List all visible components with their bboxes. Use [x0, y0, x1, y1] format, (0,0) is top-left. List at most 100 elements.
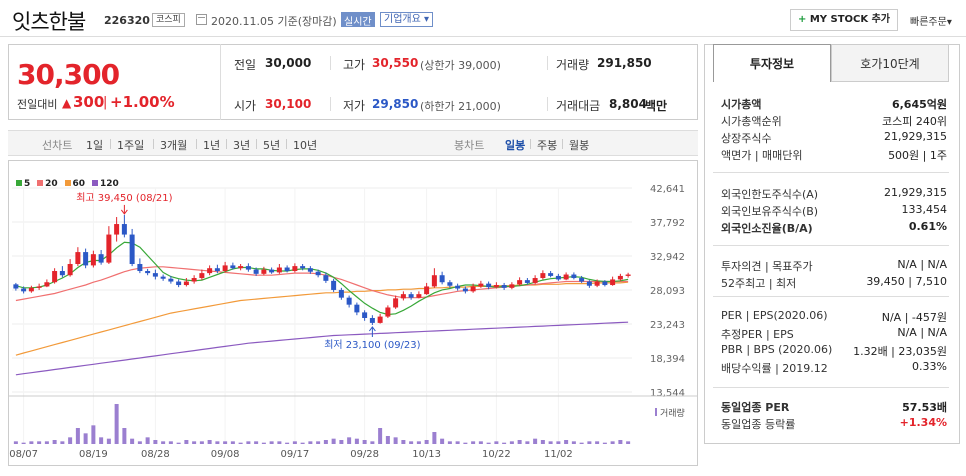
volume-bar — [339, 440, 344, 444]
candle-body — [168, 278, 174, 282]
change-separator: | — [103, 95, 108, 110]
invest-row: PER | EPS(2020.06) N/A | -457원 — [721, 309, 947, 324]
open-value: 30,100 — [265, 97, 312, 111]
volume-bar — [199, 441, 204, 444]
y-tick-label: 28,093 — [650, 286, 685, 297]
line-chart-label: 선차트 — [42, 139, 73, 152]
invest-row: 외국인소진율(B/A) 0.61% — [721, 220, 947, 235]
volume-bar — [610, 441, 615, 444]
period-3m[interactable]: 3개월 — [160, 139, 188, 152]
period-1d[interactable]: 1일 — [86, 139, 104, 152]
volume-bar — [602, 442, 607, 444]
candle — [416, 291, 422, 299]
invest-key: 외국인한도주식수(A) — [721, 188, 819, 201]
period-10y[interactable]: 10년 — [293, 139, 318, 152]
quote-divider — [330, 97, 331, 111]
volume-bar — [99, 437, 104, 444]
candle-body — [129, 234, 135, 265]
volume-bar — [230, 441, 235, 444]
candle — [307, 266, 313, 274]
candle — [168, 275, 174, 284]
invest-value: 0.33% — [912, 360, 947, 373]
invest-value: 21,929,315 — [884, 130, 947, 143]
ma120-swatch — [91, 180, 98, 186]
tab-orderbook[interactable]: 호가10단계 — [831, 44, 949, 82]
company-overview-label: 기업개요 — [384, 14, 421, 25]
candle-body — [354, 304, 360, 313]
candle-body — [470, 286, 476, 292]
period-1y[interactable]: 1년 — [203, 139, 221, 152]
prev-close-value: 30,000 — [265, 56, 312, 70]
period-5y[interactable]: 5년 — [263, 139, 281, 152]
invest-key: 액면가 | 매매단위 — [721, 149, 803, 162]
ma5-line — [15, 241, 629, 316]
chart-legend: 5 20 60 120 — [16, 179, 123, 189]
candle-body — [28, 287, 34, 292]
candle-daily[interactable]: 일봉 — [505, 139, 526, 152]
candle — [501, 282, 507, 290]
candle — [338, 287, 344, 300]
candle — [292, 263, 298, 273]
period-3y[interactable]: 3년 — [233, 139, 251, 152]
volume-bar — [401, 440, 406, 444]
change-label: 전일대비 — [17, 98, 58, 111]
candle-monthly[interactable]: 월봉 — [569, 139, 590, 152]
candle-body — [532, 278, 538, 283]
company-overview-dropdown[interactable]: 기업개요 ▾ — [380, 12, 434, 27]
candle — [183, 278, 189, 287]
candle-body — [610, 279, 616, 286]
volume-bar — [579, 442, 584, 444]
candle-body — [191, 278, 197, 282]
volume-bar — [83, 433, 88, 444]
chart-axes: 42,641 37,792 32,942 28,093 23,243 18,394 13,5… — [8, 160, 698, 466]
candle — [424, 282, 430, 295]
candle-body — [59, 271, 65, 276]
invest-row: 52주최고 | 최저 39,450 | 7,510 — [721, 275, 947, 290]
x-tick-label: 08/28 — [141, 449, 170, 460]
candle-body — [44, 282, 50, 287]
candle-weekly[interactable]: 주봉 — [537, 139, 558, 152]
quick-order-button[interactable]: 빠른주문▾ — [910, 13, 952, 28]
candle — [276, 264, 282, 274]
realtime-button[interactable]: 실시간 — [341, 12, 375, 28]
candle-body — [83, 252, 89, 266]
candle — [75, 247, 81, 267]
candle — [214, 264, 220, 274]
candle-body — [540, 273, 546, 279]
tab-invest-info[interactable]: 투자정보 — [713, 44, 831, 82]
amount-unit: 백만 — [645, 99, 668, 113]
quick-order-label: 빠른주문 — [910, 17, 947, 28]
volume-bar — [44, 441, 49, 444]
invest-value: 500원 | 1주 — [888, 149, 947, 162]
add-mystock-button[interactable]: + MY STOCK 추가 — [790, 9, 898, 31]
stock-name: 잇츠한불 — [12, 10, 86, 34]
date-text: 2020.11.05 기준(장마감) — [211, 15, 337, 28]
volume-bar — [385, 436, 390, 444]
stock-chart[interactable]: 42,641 37,792 32,942 28,093 23,243 18,394 13,5… — [8, 160, 698, 466]
candle-body — [447, 282, 453, 286]
volume-bar — [626, 441, 631, 444]
period-1w[interactable]: 1주일 — [117, 139, 145, 152]
volume-bar — [540, 440, 545, 444]
x-tick-label: 10/13 — [412, 449, 441, 460]
legend-ma20: 20 — [37, 179, 58, 189]
candle-body — [106, 234, 112, 263]
candle — [610, 276, 616, 286]
candle — [106, 226, 112, 265]
legend-ma60-label: 60 — [72, 179, 86, 189]
candle-body — [416, 294, 422, 298]
candle — [470, 283, 476, 293]
chart-period-bar: 선차트 1일 1주일 3개월 1년 3년 5년 10년 봉차트 일봉 주봉 월봉 — [8, 130, 698, 156]
add-mystock-label: MY STOCK 추가 — [809, 14, 891, 25]
y-tick-label: 18,394 — [650, 354, 685, 365]
amount-label: 거래대금 — [556, 99, 601, 113]
candle — [555, 273, 561, 281]
candle-body — [501, 285, 507, 288]
candle — [431, 268, 437, 288]
volume-bar — [564, 440, 569, 444]
candle-body — [362, 312, 368, 318]
candle — [44, 279, 50, 288]
volume-bar — [354, 438, 359, 444]
invest-divider — [713, 296, 949, 297]
candle — [269, 267, 275, 274]
